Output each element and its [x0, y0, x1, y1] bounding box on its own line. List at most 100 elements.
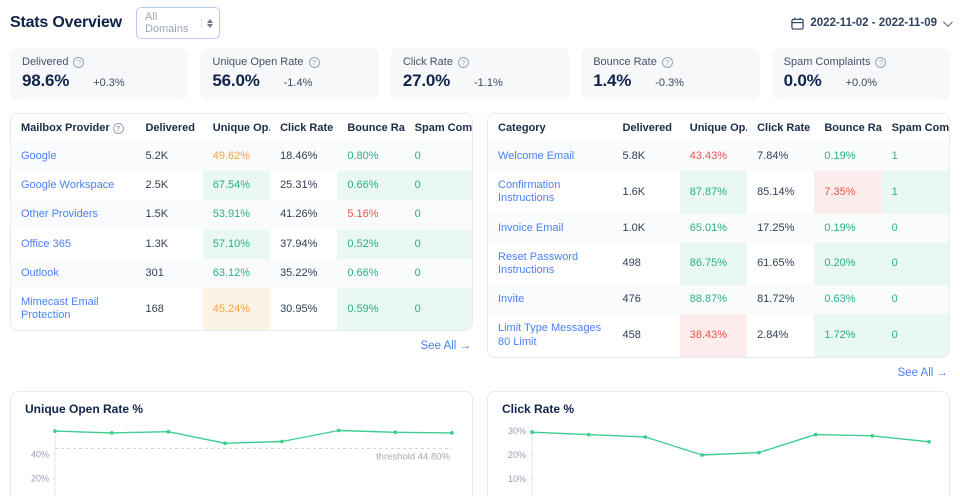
table-cell: 1.6K [622, 185, 646, 198]
column-header: Bounce Rate [814, 114, 882, 142]
table-row: Google Workspace 2.5K 67.54% 25.31% 0.66% 0 [11, 171, 472, 201]
table-cell: 1 [881, 142, 949, 172]
calendar-icon [791, 17, 805, 30]
table-cell: 38.43% [679, 314, 748, 357]
stat-value: 1.4% [593, 71, 632, 90]
table-cell: 0.66% [337, 171, 405, 201]
table-cell: 0 [404, 200, 472, 230]
table-row: Reset Password Instructions 498 86.75% 61.6… [488, 242, 949, 286]
column-header: Spam Compl... [881, 114, 949, 142]
stat-value: 27.0% [402, 71, 451, 90]
table-cell: 0.59% [337, 287, 405, 331]
stat-delta: +0.3% [93, 77, 125, 89]
table-cell: 5.16% [337, 200, 405, 230]
stat-cards-row: Delivered? 98.6% +0.3% Unique Open Rate? … [10, 48, 951, 100]
stat-label: Delivered [22, 56, 69, 68]
stat-value: 56.0% [212, 71, 260, 90]
row-label-link[interactable]: Mimecast Email Protection [21, 295, 99, 322]
table-cell: 2.5K [145, 179, 169, 192]
table-cell: 0 [404, 142, 472, 172]
table-row: Office 365 1.3K 57.10% 37.94% 0.52% 0 [11, 229, 472, 259]
row-label-link[interactable]: Confirmation Instructions [498, 179, 561, 205]
stat-card-click-rate: Click Rate? 27.0% -1.1% [390, 48, 570, 100]
svg-text:30%: 30% [508, 426, 526, 436]
row-label-link[interactable]: Reset Password Instructions [498, 250, 579, 276]
table-row: Outlook 301 63.12% 35.22% 0.66% 0 [11, 258, 472, 288]
column-header: Click Rate [270, 114, 338, 142]
table-cell: 0.20% [814, 242, 882, 286]
see-all-link[interactable]: See All → [420, 340, 472, 353]
row-label-link[interactable]: Invoice Email [488, 213, 613, 243]
column-header: Unique Op... [679, 114, 748, 142]
domain-select[interactable]: All Domains [135, 7, 220, 39]
table-cell: 1.0K [612, 213, 680, 243]
row-label-link[interactable]: Invite [488, 285, 613, 315]
table-cell: 0 [404, 287, 472, 331]
column-header: Bounce Rate [337, 114, 405, 142]
stat-label: Click Rate [402, 56, 453, 68]
stat-label: Unique Open Rate [212, 56, 304, 68]
row-label-link[interactable]: Google [11, 142, 136, 172]
table-cell: 41.26% [270, 200, 338, 230]
table-cell: 0.19% [814, 142, 882, 172]
help-icon[interactable]: ? [457, 56, 469, 68]
table-row: Invite 476 88.87% 81.72% 0.63% 0 [488, 285, 949, 315]
help-icon[interactable]: ? [661, 56, 673, 68]
column-header: Click Rate [747, 114, 815, 142]
row-label-link[interactable]: Other Providers [11, 200, 136, 230]
row-label-link[interactable]: Limit Type Messages 80 Limit [498, 322, 602, 348]
table-cell: 61.65% [757, 257, 795, 270]
table-cell: 0 [404, 229, 472, 259]
table-cell: 458 [622, 328, 641, 341]
table-cell: 63.12% [202, 258, 271, 288]
help-icon[interactable]: ? [308, 56, 320, 68]
page-title: Stats Overview [10, 14, 122, 31]
table-cell: 476 [612, 285, 680, 315]
help-icon[interactable]: ? [73, 56, 85, 68]
click-rate-line-chart: 0%10%20%30%Nov 2Nov 4Nov 6Nov 8 [508, 424, 931, 496]
help-icon[interactable]: ? [112, 123, 124, 134]
row-label-link[interactable]: Outlook [11, 258, 136, 288]
svg-text:40%: 40% [31, 449, 49, 459]
see-all-link[interactable]: See All → [897, 366, 949, 379]
unique-open-rate-line-chart: 0%20%40%Nov 2Nov 4Nov 6Nov 8threshold 44… [31, 424, 454, 496]
stat-delta: -0.3% [655, 77, 684, 89]
stat-card-spam-complaints: Spam Complaints? 0.0% +0.0% [771, 48, 951, 100]
help-icon[interactable]: ? [875, 56, 887, 68]
table-cell: 168 [145, 302, 164, 315]
table-row: Welcome Email 5.8K 43.43% 7.84% 0.19% 1 [488, 142, 949, 172]
svg-text:threshold 44.80%: threshold 44.80% [376, 451, 450, 462]
stat-card-unique-open-rate: Unique Open Rate? 56.0% -1.4% [200, 48, 379, 100]
row-label-link[interactable]: Google Workspace [21, 179, 115, 192]
table-cell: 5.2K [135, 142, 203, 172]
table-cell: 0 [404, 171, 472, 201]
stat-delta: +0.0% [845, 77, 878, 89]
table-cell: 65.01% [679, 213, 748, 243]
row-label-link[interactable]: Office 365 [21, 237, 71, 250]
table-cell: 0.19% [814, 213, 882, 243]
table-row: Limit Type Messages 80 Limit 458 38.43% 2.8… [488, 314, 949, 357]
column-header: Category [488, 114, 613, 142]
table-cell: 1.72% [814, 314, 882, 357]
stat-label: Spam Complaints [783, 56, 871, 68]
table-cell: 0.80% [337, 142, 405, 172]
domain-select-value: All Domains [144, 11, 189, 35]
svg-text:10%: 10% [508, 474, 526, 484]
table-cell: 0 [881, 285, 949, 315]
table-cell: 81.72% [747, 285, 815, 315]
table-row: Mimecast Email Protection 168 45.24% 30.95%… [11, 287, 472, 331]
table-cell: 49.62% [202, 142, 271, 172]
table-cell: 2.84% [757, 328, 789, 341]
svg-text:20%: 20% [31, 473, 49, 483]
stat-card-delivered: Delivered? 98.6% +0.3% [10, 48, 189, 100]
row-label-link[interactable]: Welcome Email [488, 142, 613, 172]
select-stepper-icon [200, 18, 213, 28]
table-cell: 498 [622, 257, 641, 270]
table-cell: 37.94% [280, 237, 318, 250]
stat-value: 0.0% [783, 71, 822, 90]
unique-open-rate-chart-card: Unique Open Rate % 0%20%40%Nov 2Nov 4Nov… [10, 390, 473, 496]
date-range-picker[interactable]: 2022-11-02 - 2022-11-09 [791, 16, 953, 30]
